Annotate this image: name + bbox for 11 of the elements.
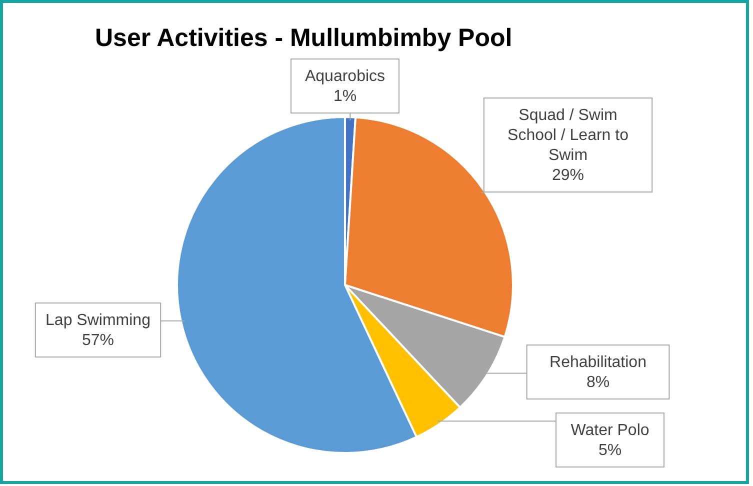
slice-label: Aquarobics: [304, 68, 386, 85]
data-label: 8%: [586, 374, 610, 391]
slice-label: Water Polo: [570, 422, 650, 439]
slice-label: Lap Swimming: [46, 312, 150, 329]
legend-label: Rehabilitation: [550, 354, 646, 371]
chart-title: User Activities - Mullumbimby Pool: [95, 24, 512, 52]
data-label: 29%: [552, 167, 584, 184]
slice-label: Squad / Swim School / Learn to Swim: [508, 107, 629, 164]
data-label: 5%: [598, 442, 622, 459]
data-label: 57%: [82, 332, 114, 349]
data-label: 1%: [333, 88, 357, 105]
